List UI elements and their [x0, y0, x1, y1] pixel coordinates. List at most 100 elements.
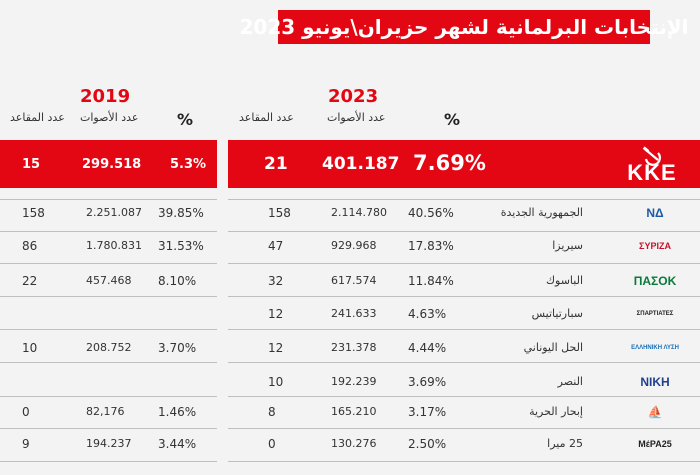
- percent-2023: 40.56%: [408, 206, 454, 220]
- seats-2023: 158: [268, 206, 291, 220]
- seats-2019: 86: [22, 239, 38, 253]
- seats-2023: 10: [268, 375, 284, 389]
- seats-2019: 22: [22, 274, 38, 288]
- seats-2019: 0: [22, 405, 30, 419]
- seats-2023: 12: [268, 341, 284, 355]
- votes-2019: 82,176: [86, 405, 125, 418]
- percent-2019: 39.85%: [158, 206, 204, 220]
- party-logo-text: MέΡΑ25: [638, 439, 672, 449]
- votes-2023: 231.378: [331, 341, 377, 354]
- party-logo-text: ΝΙΚΗ: [640, 375, 670, 389]
- kke-row-2023-band: [228, 140, 700, 188]
- votes-2019: 194.237: [86, 437, 132, 450]
- seats-2023: 8: [268, 405, 276, 419]
- party-logo-text: ΣΥΡΙΖΑ: [639, 241, 671, 251]
- party-logo: ΠΑΣΟΚ: [628, 270, 682, 292]
- party-logo-text: ΝΔ: [646, 206, 664, 220]
- percent-2019: 31.53%: [158, 239, 204, 253]
- seats-2019: 10: [22, 341, 38, 355]
- kke-percent-2023: 7.69%: [413, 151, 486, 175]
- percent-2023: 11.84%: [408, 274, 454, 288]
- percent-header-2023: %: [444, 110, 461, 129]
- party-logo-text: ΣΠΑΡΤΙΑΤΕΣ: [636, 311, 674, 317]
- kke-votes-2023: 401.187: [322, 154, 400, 174]
- votes-2019: 457.468: [86, 274, 132, 287]
- row-separator: [0, 362, 217, 363]
- percent-2023: 17.83%: [408, 239, 454, 253]
- votes-2023: 165.210: [331, 405, 377, 418]
- row-separator: [0, 428, 217, 429]
- party-name: 25 ميرا: [547, 437, 583, 450]
- row-separator: [0, 329, 217, 330]
- votes-2023: 617.574: [331, 274, 377, 287]
- row-separator: [0, 296, 217, 297]
- kke-seats-2019: 15: [22, 157, 41, 172]
- votes-2023: 241.633: [331, 307, 377, 320]
- votes-2023: 2.114.780: [331, 206, 387, 219]
- kke-logo: KKE: [622, 145, 682, 185]
- party-name: الحل اليوناني: [523, 341, 583, 354]
- row-separator: [228, 231, 700, 232]
- row-separator: [228, 461, 700, 462]
- seats-2019: 158: [22, 206, 45, 220]
- party-name: سيريزا: [552, 239, 583, 252]
- row-separator: [228, 199, 700, 200]
- votes-2019: 2.251.087: [86, 206, 142, 219]
- party-logo: ⛵: [628, 401, 682, 423]
- percent-2019: 8.10%: [158, 274, 197, 288]
- seats-2019: 9: [22, 437, 30, 451]
- votes-2023: 929.968: [331, 239, 377, 252]
- seats-header-2023: عدد المقاعد: [239, 111, 294, 124]
- votes-2019: 1.780.831: [86, 239, 142, 252]
- seats-2023: 32: [268, 274, 284, 288]
- party-logo-text: ⛵: [647, 405, 663, 419]
- votes-2023: 130.276: [331, 437, 377, 450]
- party-logo: ΝΔ: [628, 202, 682, 224]
- votes-2019: 208.752: [86, 341, 132, 354]
- row-separator: [0, 461, 217, 462]
- row-separator: [0, 199, 217, 200]
- votes-header-2023: عدد الأصوات: [327, 111, 386, 124]
- percent-2019: 3.44%: [158, 437, 197, 451]
- party-logo: ΣΠΑΡΤΙΑΤΕΣ: [628, 303, 682, 325]
- seats-2023: 12: [268, 307, 284, 321]
- kke-logo-text: KKE: [627, 160, 677, 185]
- kke-percent-2019: 5.3%: [170, 157, 207, 172]
- party-logo: ΣΥΡΙΖΑ: [628, 235, 682, 257]
- seats-2023: 47: [268, 239, 284, 253]
- row-separator: [228, 428, 700, 429]
- row-separator: [228, 396, 700, 397]
- hammer-sickle-icon: [642, 146, 661, 166]
- votes-2023: 192.239: [331, 375, 377, 388]
- kke-votes-2019: 299.518: [82, 157, 142, 172]
- kke-row-2019-band: [0, 140, 217, 188]
- row-separator: [0, 263, 217, 264]
- percent-2019: 3.70%: [158, 341, 197, 355]
- party-logo: ΕΛΛΗΝΙΚΗ ΛΥΣΗ: [628, 337, 682, 359]
- party-name: الجمهورية الجديدة: [500, 206, 583, 219]
- party-logo-text: ΠΑΣΟΚ: [633, 274, 677, 288]
- row-separator: [228, 329, 700, 330]
- party-logo: MέΡΑ25: [628, 433, 682, 455]
- year-2019-heading: 2019: [80, 86, 131, 107]
- party-logo: ΝΙΚΗ: [628, 371, 682, 393]
- percent-2023: 3.17%: [408, 405, 447, 419]
- row-separator: [228, 263, 700, 264]
- page-title: الإنتخابات البرلمانية لشهر حزيران\يونيو …: [240, 10, 689, 44]
- percent-2023: 4.44%: [408, 341, 447, 355]
- seats-2023: 0: [268, 437, 276, 451]
- seats-header-2019: عدد المقاعد: [10, 111, 65, 124]
- percent-2023: 3.69%: [408, 375, 447, 389]
- percent-2023: 4.63%: [408, 307, 447, 321]
- kke-seats-2023: 21: [264, 154, 288, 174]
- party-name: النصر: [557, 375, 583, 388]
- percent-header-2019: %: [177, 110, 194, 129]
- row-separator: [0, 231, 217, 232]
- row-separator: [228, 362, 700, 363]
- year-2023-heading: 2023: [328, 86, 379, 107]
- votes-header-2019: عدد الأصوات: [80, 111, 139, 124]
- row-separator: [228, 296, 700, 297]
- party-name: الباسوك: [545, 274, 583, 287]
- party-name: إبحار الحرية: [529, 405, 583, 418]
- row-separator: [0, 396, 217, 397]
